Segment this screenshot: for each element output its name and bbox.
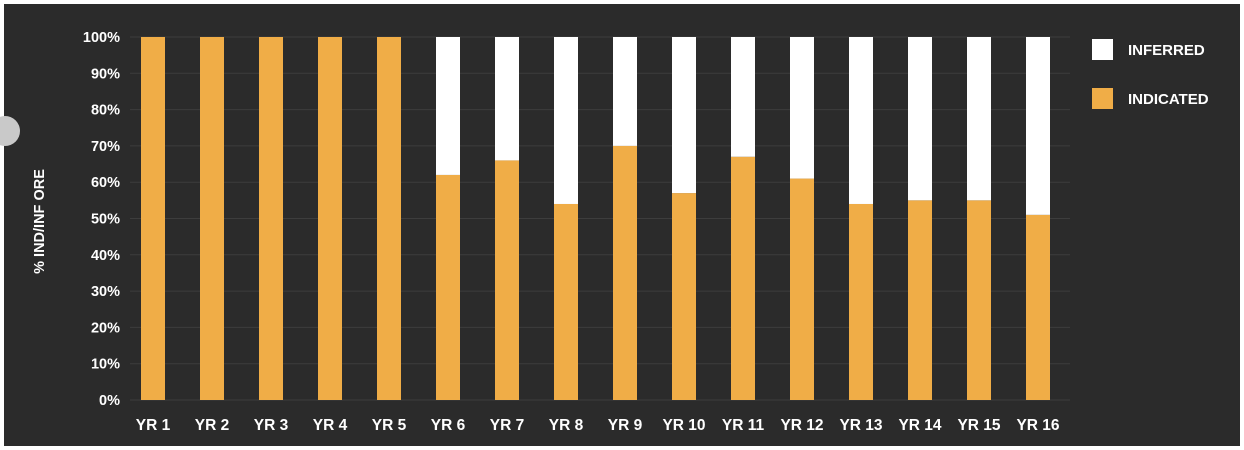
x-tick-label: YR 1 — [136, 417, 171, 434]
y-tick-label: 20% — [91, 320, 120, 336]
bar-inferred — [1026, 37, 1050, 215]
bar-indicated — [200, 37, 224, 400]
y-tick-label: 30% — [91, 284, 120, 300]
y-tick-label: 50% — [91, 212, 120, 228]
x-tick-label: YR 8 — [549, 417, 584, 434]
x-tick-label: YR 5 — [372, 417, 407, 434]
bar-indicated — [672, 193, 696, 400]
x-tick-label: YR 13 — [839, 417, 882, 434]
x-tick-label: YR 12 — [780, 417, 823, 434]
x-tick-label: YR 6 — [431, 417, 466, 434]
bar-inferred — [613, 37, 637, 146]
x-tick-label: YR 7 — [490, 417, 524, 434]
x-tick-label: YR 11 — [722, 417, 765, 434]
x-axis-ticks: YR 1 YR 2 YR 3 YR 4 YR 5 YR 6 YR 7 YR 8 YR 9 YR 1… — [136, 417, 1060, 434]
x-tick-label: YR 16 — [1016, 417, 1059, 434]
y-tick-label: 40% — [91, 248, 120, 264]
legend-label-inferred: INFERRED — [1128, 42, 1205, 59]
legend: INFERRED INDICATED — [1092, 39, 1209, 109]
y-tick-label: 10% — [91, 357, 120, 373]
x-tick-label: YR 2 — [195, 417, 229, 434]
x-tick-label: YR 3 — [254, 417, 289, 434]
bar-inferred — [849, 37, 873, 204]
bar-indicated — [790, 178, 814, 400]
bar-inferred — [554, 37, 578, 204]
x-tick-label: YR 4 — [313, 417, 348, 434]
y-tick-label: 80% — [91, 103, 120, 119]
x-tick-label: YR 15 — [957, 417, 1000, 434]
legend-label-indicated: INDICATED — [1128, 91, 1209, 108]
x-tick-label: YR 9 — [608, 417, 643, 434]
bar-indicated — [436, 174, 460, 400]
bar-indicated — [377, 37, 401, 400]
bar-indicated — [495, 160, 519, 400]
bar-inferred — [731, 37, 755, 157]
bar-indicated — [849, 203, 873, 400]
stacked-bar-chart: 0%10%20%30%40%50%60%70%80%90%100% YR 1 YR… — [32, 30, 1209, 434]
bar-inferred — [908, 37, 932, 201]
bar-indicated — [1026, 214, 1050, 400]
y-axis-ticks: 0% 10% 20% 30% 40% 50% 60% 70% 80% 90% 100% — [83, 30, 120, 409]
bars — [141, 37, 1050, 400]
bar-indicated — [259, 37, 283, 400]
bar-inferred — [436, 37, 460, 175]
y-tick-label: 0% — [99, 393, 120, 409]
y-tick-label: 60% — [91, 175, 120, 191]
bar-indicated — [613, 145, 637, 400]
x-tick-label: YR 10 — [662, 417, 705, 434]
bar-indicated — [908, 200, 932, 400]
scroll-handle-icon — [0, 116, 20, 146]
bar-indicated — [967, 200, 991, 400]
bar-inferred — [967, 37, 991, 201]
chart-panel: 0% 10% 20% 30% 40% 50% 60% 70% 80% 90% 100% YR 1 YR… — [0, 4, 1240, 446]
bar-indicated — [141, 37, 165, 400]
bar-indicated — [731, 156, 755, 400]
bar-inferred — [790, 37, 814, 179]
bar-inferred — [495, 37, 519, 161]
bar-indicated — [318, 37, 342, 400]
legend-swatch-inferred — [1092, 39, 1113, 60]
bar-inferred — [672, 37, 696, 194]
y-axis-label: % IND/INF ORE — [32, 169, 48, 274]
y-tick-label: 100% — [83, 30, 120, 46]
y-tick-label: 90% — [91, 66, 120, 82]
y-tick-label: 70% — [91, 139, 120, 155]
x-tick-label: YR 14 — [898, 417, 941, 434]
legend-swatch-indicated — [1092, 88, 1113, 109]
bar-indicated — [554, 203, 578, 400]
